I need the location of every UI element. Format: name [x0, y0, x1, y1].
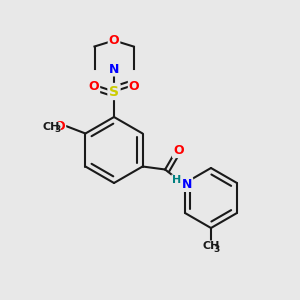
Text: CH: CH — [202, 241, 220, 251]
Text: O: O — [129, 80, 140, 93]
Text: O: O — [109, 34, 119, 47]
Text: N: N — [109, 62, 119, 76]
Text: O: O — [88, 80, 99, 93]
Text: 3: 3 — [213, 245, 220, 254]
Text: N: N — [182, 178, 192, 191]
Text: O: O — [55, 119, 65, 133]
Text: H: H — [172, 175, 181, 185]
Text: 3: 3 — [55, 125, 61, 134]
Text: O: O — [173, 144, 184, 157]
Text: S: S — [109, 85, 119, 98]
Text: CH: CH — [43, 122, 60, 133]
